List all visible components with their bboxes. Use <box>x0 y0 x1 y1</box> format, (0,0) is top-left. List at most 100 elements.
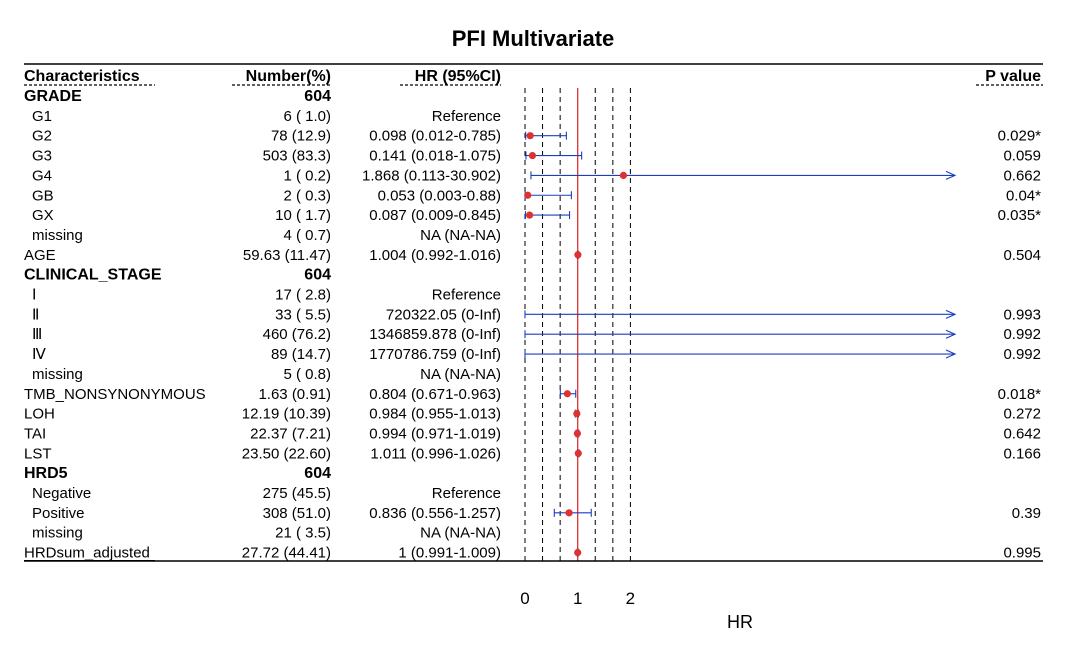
row-number: 604 <box>304 88 331 105</box>
row-number: 503 (83.3) <box>263 148 331 165</box>
row-label: Ⅰ <box>32 287 36 304</box>
column-header-hr: HR (95%CI) <box>415 68 501 85</box>
row-label: LST <box>24 445 52 462</box>
group-header-label: HRD5 <box>24 465 68 482</box>
row-pvalue: 0.993 <box>1003 306 1041 323</box>
hr-point <box>574 251 581 258</box>
row-hr-text: 1770786.759 (0-Inf) <box>369 346 501 363</box>
row-hr-text: 720322.05 (0-Inf) <box>386 306 501 323</box>
column-header-characteristics: Characteristics <box>24 68 140 85</box>
hr-point <box>526 212 533 219</box>
x-axis-label: HR <box>727 612 753 632</box>
row-pvalue: 0.39 <box>1012 505 1041 522</box>
row-pvalue: 0.059 <box>1003 148 1041 165</box>
row-hr-text: 0.053 (0.003-0.88) <box>378 187 501 204</box>
row-pvalue: 0.166 <box>1003 445 1041 462</box>
row-label: Ⅱ <box>32 306 39 323</box>
row-label: TAI <box>24 425 46 442</box>
row-number: 6 ( 1.0) <box>283 108 331 125</box>
x-tick-label: 1 <box>573 589 582 608</box>
row-hr-text: 0.804 (0.671-0.963) <box>369 386 501 403</box>
row-hr-text: Reference <box>432 108 501 125</box>
row-hr-text: 1346859.878 (0-Inf) <box>369 326 501 343</box>
group-header-label: CLINICAL_STAGE <box>24 267 162 284</box>
row-hr-text: 1.868 (0.113-30.902) <box>362 167 501 184</box>
row-number: 21 ( 3.5) <box>275 525 331 542</box>
row-number: 460 (76.2) <box>263 326 331 343</box>
row-number: 12.19 (10.39) <box>242 406 331 423</box>
row-label: Ⅳ <box>32 346 46 363</box>
row-number: 33 ( 5.5) <box>275 306 331 323</box>
row-label: G2 <box>32 128 52 145</box>
row-number: 78 (12.9) <box>271 128 331 145</box>
row-label: G1 <box>32 108 52 125</box>
row-number: 4 ( 0.7) <box>283 227 331 244</box>
row-pvalue: 0.995 <box>1003 545 1041 562</box>
row-label: Positive <box>32 505 85 522</box>
row-hr-text: Reference <box>432 287 501 304</box>
row-number: 308 (51.0) <box>263 505 331 522</box>
row-hr-text: 0.994 (0.971-1.019) <box>369 425 501 442</box>
row-number: 22.37 (7.21) <box>250 425 331 442</box>
row-label: Ⅲ <box>32 326 42 343</box>
row-label: Negative <box>32 485 91 502</box>
row-pvalue: 0.662 <box>1003 167 1041 184</box>
row-pvalue: 0.504 <box>1003 247 1041 264</box>
row-label: missing <box>32 366 83 383</box>
row-pvalue: 0.642 <box>1003 425 1041 442</box>
row-label: LOH <box>24 406 55 423</box>
row-label: missing <box>32 227 83 244</box>
column-header-pvalue: P value <box>985 68 1041 85</box>
row-label: AGE <box>24 247 56 264</box>
hr-point <box>574 549 581 556</box>
hr-point <box>565 509 572 516</box>
hr-point <box>574 430 581 437</box>
row-number: 604 <box>304 465 331 482</box>
row-number: 1 ( 0.2) <box>283 167 331 184</box>
hr-point <box>527 132 534 139</box>
row-number: 17 ( 2.8) <box>275 287 331 304</box>
row-label: G4 <box>32 167 52 184</box>
row-number: 89 (14.7) <box>271 346 331 363</box>
x-tick-label: 0 <box>520 589 529 608</box>
row-pvalue: 0.272 <box>1003 406 1041 423</box>
row-hr-text: 0.984 (0.955-1.013) <box>369 406 501 423</box>
row-pvalue: 0.04* <box>1006 187 1041 204</box>
row-label: G3 <box>32 148 52 165</box>
row-hr-text: 1.004 (0.992-1.016) <box>369 247 501 264</box>
row-pvalue: 0.992 <box>1003 346 1041 363</box>
row-pvalue: 0.018* <box>998 386 1042 403</box>
row-hr-text: NA (NA-NA) <box>420 525 501 542</box>
row-hr-text: 0.141 (0.018-1.075) <box>369 148 501 165</box>
row-label: GX <box>32 207 54 224</box>
row-hr-text: 1.011 (0.996-1.026) <box>370 445 501 462</box>
hr-marks <box>524 132 955 557</box>
row-hr-text: 0.087 (0.009-0.845) <box>369 207 501 224</box>
row-hr-text: Reference <box>432 485 501 502</box>
row-hr-text: 0.836 (0.556-1.257) <box>369 505 501 522</box>
group-header-label: GRADE <box>24 88 82 105</box>
row-label: HRDsum_adjusted <box>24 545 150 562</box>
row-hr-text: 1 (0.991-1.009) <box>398 545 501 562</box>
gridlines <box>525 88 630 561</box>
chart-title: PFI Multivariate <box>452 26 615 51</box>
column-header-number: Number(%) <box>246 68 331 85</box>
row-number: 275 (45.5) <box>263 485 331 502</box>
row-number: 5 ( 0.8) <box>283 366 331 383</box>
row-number: 1.63 (0.91) <box>258 386 331 403</box>
hr-point <box>564 390 571 397</box>
hr-point <box>575 450 582 457</box>
row-hr-text: NA (NA-NA) <box>420 227 501 244</box>
x-axis-ticks: 0 1 2 <box>520 589 635 608</box>
hr-point <box>524 192 531 199</box>
row-number: 23.50 (22.60) <box>242 445 331 462</box>
hr-point <box>529 152 536 159</box>
row-hr-text: NA (NA-NA) <box>420 366 501 383</box>
row-number: 604 <box>304 267 331 284</box>
row-label: missing <box>32 525 83 542</box>
row-label: TMB_NONSYNONYMOUS <box>24 386 206 403</box>
hr-point <box>573 410 580 417</box>
row-pvalue: 0.035* <box>998 207 1042 224</box>
hr-point <box>620 172 627 179</box>
